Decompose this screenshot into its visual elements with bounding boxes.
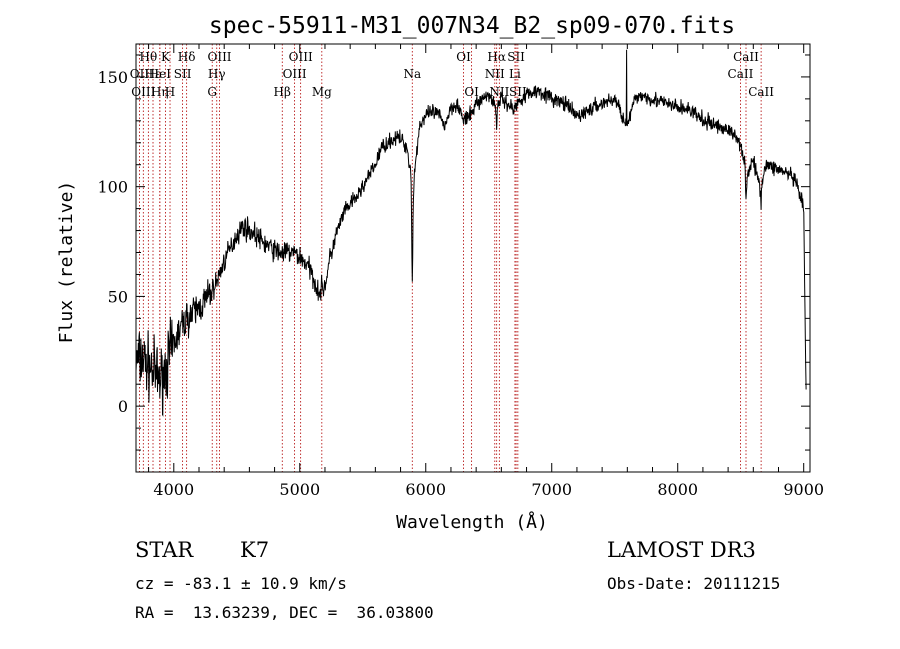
coordinates: RA = 13.63239, DEC = 36.03800 bbox=[135, 603, 434, 622]
marker-label-15: OIII bbox=[283, 67, 307, 81]
marker-label-3: Hε bbox=[145, 67, 162, 81]
redshift-value: cz = -83.1 ± 10.9 km/s bbox=[135, 574, 347, 593]
y-tick-label-100: 100 bbox=[97, 178, 128, 197]
marker-label-10: OIII bbox=[207, 50, 231, 64]
marker-label-16: Mg bbox=[312, 85, 332, 99]
marker-label-24: Li bbox=[509, 67, 521, 81]
y-tick-label-150: 150 bbox=[97, 68, 128, 87]
marker-label-27: CaII bbox=[728, 67, 754, 81]
marker-label-22: NII bbox=[489, 85, 509, 99]
x-tick-label-4000: 4000 bbox=[153, 480, 194, 499]
marker-label-21: NII bbox=[485, 67, 505, 81]
marker-label-20: Hα bbox=[487, 50, 506, 64]
spectrum-line bbox=[135, 49, 807, 417]
class-label: STAR bbox=[135, 538, 194, 562]
subclass-label: K7 bbox=[240, 538, 270, 562]
x-tick-label-8000: 8000 bbox=[657, 480, 698, 499]
marker-label-4: Hη bbox=[151, 85, 169, 99]
marker-label-13: Hβ bbox=[274, 85, 291, 99]
marker-label-7: H bbox=[165, 85, 175, 99]
marker-label-19: OI bbox=[464, 85, 479, 99]
line-markers: Hθ OII OIII Hε Hη K HeI H SII Hδ OIII Hγ G Hβ OIII OIII… bbox=[130, 44, 774, 472]
marker-label-28: CaII bbox=[748, 85, 774, 99]
marker-label-0: Hθ bbox=[139, 50, 157, 64]
marker-label-18: OI bbox=[456, 50, 471, 64]
y-tick-label-50: 50 bbox=[108, 287, 128, 306]
marker-label-25: SII bbox=[509, 85, 527, 99]
x-tick-label-9000: 9000 bbox=[783, 480, 824, 499]
obs-date: Obs-Date: 20111215 bbox=[607, 574, 781, 593]
marker-label-5: K bbox=[161, 50, 171, 64]
x-tick-label-5000: 5000 bbox=[279, 480, 320, 499]
x-axis-label: Wavelength (Å) bbox=[396, 511, 548, 533]
marker-label-8: SII bbox=[174, 67, 192, 81]
x-tick-label-7000: 7000 bbox=[531, 480, 572, 499]
marker-label-17: Na bbox=[403, 67, 421, 81]
x-tick-label-6000: 6000 bbox=[405, 480, 446, 499]
y-tick-label-0: 0 bbox=[118, 397, 128, 416]
y-axis-label: Flux (relative) bbox=[56, 181, 77, 344]
axis-ticks: 4000 5000 6000 7000 8000 9000 0 50 100 150 bbox=[97, 44, 824, 499]
spectrum-series bbox=[135, 49, 807, 417]
marker-label-23: SII bbox=[507, 50, 525, 64]
marker-label-11: Hγ bbox=[208, 67, 226, 81]
survey-label: LAMOST DR3 bbox=[607, 538, 756, 562]
marker-label-6: HeI bbox=[149, 67, 172, 81]
marker-label-9: Hδ bbox=[178, 50, 196, 64]
marker-label-26: CaII bbox=[733, 50, 759, 64]
marker-label-14: OIII bbox=[289, 50, 313, 64]
plot-frame bbox=[135, 43, 811, 473]
marker-label-2: OIII bbox=[131, 85, 155, 99]
marker-label-1: OII bbox=[130, 67, 150, 81]
chart-title: spec-55911-M31_007N34_B2_sp09-070.fits bbox=[209, 13, 735, 39]
marker-label-12: G bbox=[207, 85, 217, 99]
